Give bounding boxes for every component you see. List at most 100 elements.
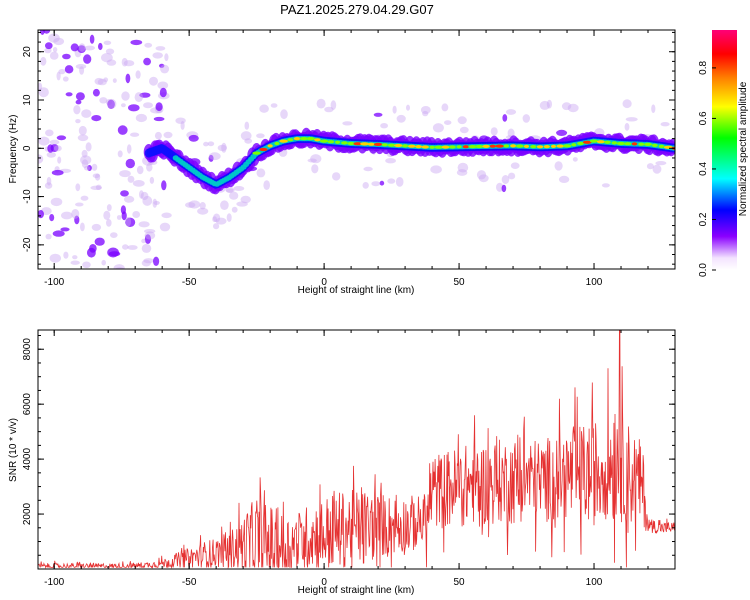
spectrogram-cell xyxy=(50,197,63,207)
spectrogram-cell xyxy=(153,200,160,205)
y-tick-label: 4000 xyxy=(22,448,33,471)
spectrogram-cell xyxy=(143,258,154,264)
spectrogram-cell xyxy=(95,173,101,181)
spectrogram-cell xyxy=(155,102,163,112)
spectrogram-cell xyxy=(74,215,80,225)
colorbar-tick-label: 0.8 xyxy=(698,61,709,75)
spectrogram-cell xyxy=(225,188,235,193)
spectrogram-cell xyxy=(244,121,250,130)
chart-title: PAZ1.2025.279.04.29.G07 xyxy=(280,2,434,17)
spectrogram-cell xyxy=(121,91,130,101)
y-tick-label: 6000 xyxy=(22,393,33,416)
spectrogram-cell xyxy=(75,119,81,124)
colorbar: 0.0 0.2 0.4 0.6 0.8 Normalized spectral ampl… xyxy=(698,30,749,277)
spectrogram-cell xyxy=(95,184,102,190)
spectrogram-cell xyxy=(380,123,388,129)
spectrogram-cell xyxy=(507,128,515,138)
spectrogram-cell xyxy=(456,169,468,176)
spectrogram-cell xyxy=(596,140,605,144)
spectrogram-cell xyxy=(157,81,169,90)
snr-frame xyxy=(37,329,676,570)
spectrogram-cell xyxy=(46,151,56,158)
spectrogram-cell xyxy=(203,141,209,147)
spectrogram-cell xyxy=(81,159,89,169)
spectrogram-cell xyxy=(94,237,105,246)
spectrogram-cell xyxy=(381,143,388,147)
spectrogram-cell xyxy=(324,106,334,113)
spectrogram-cell xyxy=(287,138,294,142)
spectrogram-cell xyxy=(651,143,658,147)
spectrogram-cell xyxy=(550,144,557,148)
spectrogram-cell xyxy=(658,144,665,148)
spectrogram-frame xyxy=(37,29,676,270)
spectrogram-cell xyxy=(256,168,266,178)
spectrogram-cell xyxy=(49,214,55,222)
spectrogram-cell xyxy=(83,54,92,64)
spectrogram-cell xyxy=(152,198,158,208)
colorbar-tick-label: 0.4 xyxy=(698,162,709,176)
spectrogram-cell xyxy=(103,77,109,83)
spectrogram-cell xyxy=(38,154,44,164)
spectrogram-cell xyxy=(363,166,373,172)
spectrogram-cell xyxy=(429,145,435,149)
spectrogram-cell xyxy=(561,102,572,111)
spectrogram-cell xyxy=(48,33,60,43)
spectrogram-cell xyxy=(117,150,123,158)
spectrogram-cell xyxy=(457,116,467,125)
spectrogram-cell xyxy=(490,127,498,136)
spectrogram-cell xyxy=(72,255,78,260)
spectrogram-cell xyxy=(79,66,85,75)
spectrogram-cell xyxy=(43,30,51,34)
x-tick-label: 100 xyxy=(586,577,603,588)
x-tick-label: -100 xyxy=(44,577,64,588)
spectrogram-cell xyxy=(94,77,104,85)
spectrogram-cell xyxy=(407,144,416,148)
colorbar-label: Normalized spectral amplitude xyxy=(738,81,749,216)
spectrogram-cell xyxy=(342,121,353,126)
x-tick-label: 0 xyxy=(321,277,327,288)
spectrogram-cell xyxy=(199,202,206,210)
spectrogram-cell xyxy=(631,142,638,146)
spectrogram-cell xyxy=(82,261,91,269)
spectrogram-cell xyxy=(371,181,381,187)
snr-panel: -100 -50 0 50 100 2000 4000 6000 8000 Height of… xyxy=(8,329,676,596)
spectrogram-cell xyxy=(582,140,592,144)
spectrogram-cell xyxy=(80,155,92,165)
spectrogram-cell xyxy=(267,144,273,148)
spectrogram-cell xyxy=(101,259,106,266)
y-tick-label: -20 xyxy=(22,237,33,252)
spectrogram-cell xyxy=(77,45,86,53)
x-tick-label: 50 xyxy=(454,277,466,288)
spectrogram-cell xyxy=(81,149,88,158)
spectrogram-cell xyxy=(159,63,165,68)
spectrogram-cell xyxy=(149,176,155,184)
spectrogram-cell xyxy=(70,260,80,265)
spectrogram-cell xyxy=(53,145,62,152)
spectrogram-cell xyxy=(270,103,278,108)
spectrogram-cell xyxy=(307,158,317,163)
spectrogram-cell xyxy=(401,144,409,148)
spectrogram-cell xyxy=(73,105,81,115)
spectrogram-cell xyxy=(434,145,444,149)
spectrogram-cell xyxy=(153,256,160,266)
spectrogram-cell xyxy=(132,211,141,218)
spectrogram-cell xyxy=(112,78,117,83)
spectrogram-cell xyxy=(406,104,410,111)
spectrogram-cell xyxy=(56,71,61,81)
spectrogram-cell xyxy=(188,134,199,142)
spectrogram-cell xyxy=(651,104,656,113)
spectrogram-cell xyxy=(496,182,504,192)
spectrogram-cell xyxy=(601,183,610,188)
spectrogram-cell xyxy=(92,173,100,179)
spectrogram-cell xyxy=(293,137,301,141)
spectrogram-cell xyxy=(476,170,487,180)
spectrogram-cell xyxy=(61,211,73,220)
spectrogram-cell xyxy=(153,116,165,122)
spectrogram-cell xyxy=(362,182,369,189)
spectrogram-cell xyxy=(117,125,128,135)
spectrogram-cell xyxy=(125,73,131,84)
spectrogram-cell xyxy=(185,202,196,208)
spectrogram-cell xyxy=(522,114,530,123)
spectrogram-cell xyxy=(330,100,337,110)
